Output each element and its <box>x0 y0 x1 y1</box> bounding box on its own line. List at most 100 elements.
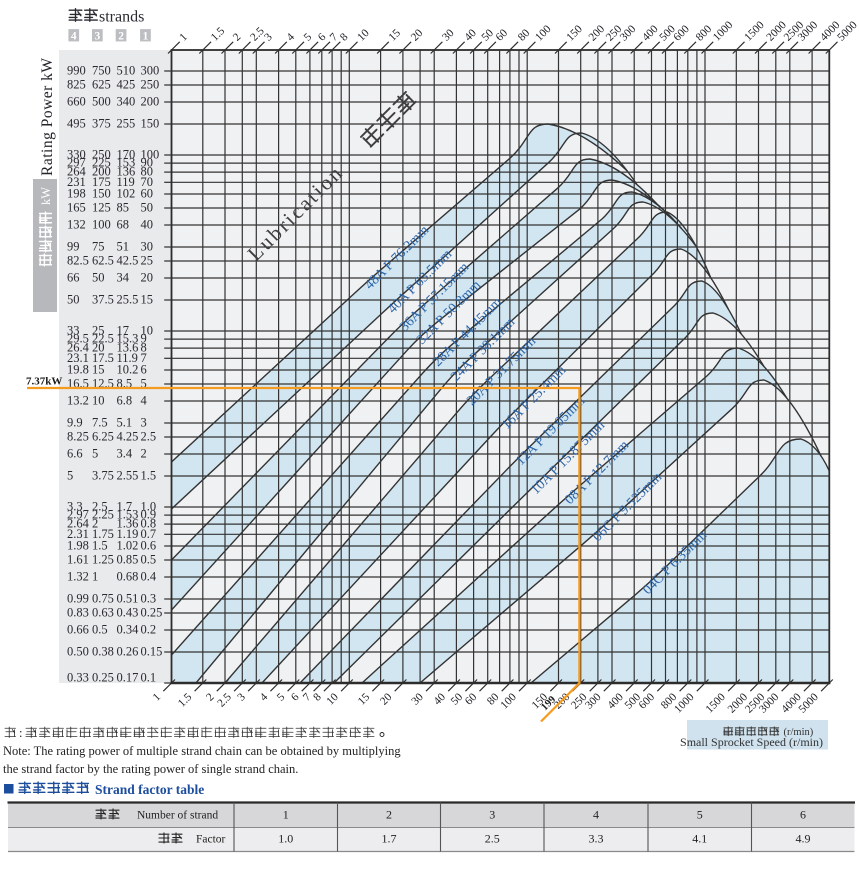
svg-text:175: 175 <box>92 175 111 189</box>
svg-text:1.5: 1.5 <box>141 469 157 483</box>
svg-text:0.75: 0.75 <box>92 592 114 606</box>
svg-text:1.02: 1.02 <box>117 539 139 553</box>
svg-text:5: 5 <box>697 808 703 822</box>
svg-text:2.64: 2.64 <box>67 517 90 531</box>
svg-text:3.75: 3.75 <box>92 469 114 483</box>
svg-text:2: 2 <box>386 808 392 822</box>
svg-text:0.15: 0.15 <box>141 645 163 659</box>
svg-text:150: 150 <box>141 117 160 131</box>
svg-text:2.5: 2.5 <box>485 832 500 846</box>
svg-text:7.37kW: 7.37kW <box>26 376 62 388</box>
svg-text:119: 119 <box>117 175 135 189</box>
svg-text:297: 297 <box>67 156 86 170</box>
svg-text:625: 625 <box>92 78 111 92</box>
svg-text:3: 3 <box>141 416 147 430</box>
svg-text:29.5: 29.5 <box>67 332 89 346</box>
svg-text:6.8: 6.8 <box>117 394 133 408</box>
svg-text:500: 500 <box>92 95 111 109</box>
svg-text:13.2: 13.2 <box>67 394 89 408</box>
svg-text:15.3: 15.3 <box>117 332 139 346</box>
svg-text:10.2: 10.2 <box>117 363 139 377</box>
svg-text::: : <box>19 726 22 740</box>
svg-text:153: 153 <box>117 156 136 170</box>
svg-text:0.83: 0.83 <box>67 606 89 620</box>
svg-text:0.50: 0.50 <box>67 645 89 659</box>
svg-text:17.5: 17.5 <box>92 351 114 365</box>
svg-text:1: 1 <box>92 570 98 584</box>
svg-text:2.31: 2.31 <box>67 527 89 541</box>
svg-text:42.5: 42.5 <box>117 254 139 268</box>
svg-text:6.25: 6.25 <box>92 430 114 444</box>
svg-text:375: 375 <box>92 117 111 131</box>
svg-text:825: 825 <box>67 78 86 92</box>
svg-text:6: 6 <box>800 808 806 822</box>
svg-text:Small Sprocket Speed (r/min): Small Sprocket Speed (r/min) <box>680 735 823 749</box>
svg-text:30: 30 <box>141 240 154 254</box>
svg-text:660: 660 <box>67 95 86 109</box>
svg-text:225: 225 <box>92 156 111 170</box>
svg-text:8.25: 8.25 <box>67 430 89 444</box>
svg-text:15: 15 <box>92 363 105 377</box>
svg-text:6: 6 <box>141 363 147 377</box>
svg-text:1.36: 1.36 <box>117 517 139 531</box>
svg-text:1.5: 1.5 <box>92 539 108 553</box>
svg-text:1.32: 1.32 <box>67 570 89 584</box>
svg-text:4: 4 <box>71 31 77 43</box>
svg-text:510: 510 <box>117 64 136 78</box>
svg-text:75: 75 <box>92 240 105 254</box>
svg-text:136: 136 <box>117 165 136 179</box>
svg-text:2: 2 <box>118 31 124 43</box>
svg-text:300: 300 <box>141 64 160 78</box>
svg-text:198: 198 <box>67 187 86 201</box>
svg-text:200: 200 <box>92 165 111 179</box>
svg-text:9: 9 <box>141 332 147 346</box>
svg-text:4: 4 <box>141 394 148 408</box>
svg-text:5: 5 <box>141 377 147 391</box>
svg-text:50: 50 <box>141 201 154 215</box>
svg-text:1: 1 <box>143 31 149 43</box>
svg-text:7.5: 7.5 <box>92 416 108 430</box>
svg-text:1: 1 <box>283 808 289 822</box>
svg-text:4.25: 4.25 <box>117 430 139 444</box>
svg-text:2.97: 2.97 <box>67 508 89 522</box>
svg-text:2.5: 2.5 <box>92 500 108 514</box>
svg-text:3.3: 3.3 <box>589 832 604 846</box>
svg-text:13.6: 13.6 <box>117 341 139 355</box>
svg-text:100: 100 <box>92 218 111 232</box>
svg-text:1.19: 1.19 <box>117 527 139 541</box>
svg-text:7: 7 <box>141 351 147 365</box>
svg-text:0.63: 0.63 <box>92 606 114 620</box>
svg-text:0.6: 0.6 <box>141 539 157 553</box>
svg-text:the strand factor by the ratin: the strand factor by the rating power of… <box>3 762 298 776</box>
svg-text:0.17: 0.17 <box>117 671 139 685</box>
svg-text:3.3: 3.3 <box>67 500 83 514</box>
svg-text:1.25: 1.25 <box>92 553 114 567</box>
svg-text:0.3: 0.3 <box>141 592 157 606</box>
svg-text:19.8: 19.8 <box>67 363 89 377</box>
svg-text:0.8: 0.8 <box>141 517 157 531</box>
svg-text:80: 80 <box>141 165 154 179</box>
svg-text:Rating Power kW: Rating Power kW <box>39 57 56 176</box>
svg-text:165: 165 <box>67 201 86 215</box>
svg-text:40: 40 <box>141 218 154 232</box>
svg-text:5.1: 5.1 <box>117 416 133 430</box>
svg-text:250: 250 <box>141 78 160 92</box>
svg-text:25.5: 25.5 <box>117 293 139 307</box>
svg-text:1.98: 1.98 <box>67 539 89 553</box>
svg-text:90: 90 <box>141 156 154 170</box>
svg-text:50: 50 <box>67 293 80 307</box>
svg-text:150: 150 <box>92 187 111 201</box>
svg-text:2.25: 2.25 <box>92 508 114 522</box>
svg-text:0.85: 0.85 <box>117 553 139 567</box>
svg-text:4.1: 4.1 <box>692 832 707 846</box>
svg-text:102: 102 <box>117 187 136 201</box>
svg-text:0.26: 0.26 <box>117 645 139 659</box>
svg-text:Factor: Factor <box>196 834 226 846</box>
svg-text:51: 51 <box>117 240 130 254</box>
svg-text:strands: strands <box>99 9 144 26</box>
svg-text:2: 2 <box>141 447 147 461</box>
svg-text:3: 3 <box>489 808 495 822</box>
svg-text:33: 33 <box>67 324 80 338</box>
svg-text:1.0: 1.0 <box>278 832 293 846</box>
svg-text:250: 250 <box>92 148 111 162</box>
